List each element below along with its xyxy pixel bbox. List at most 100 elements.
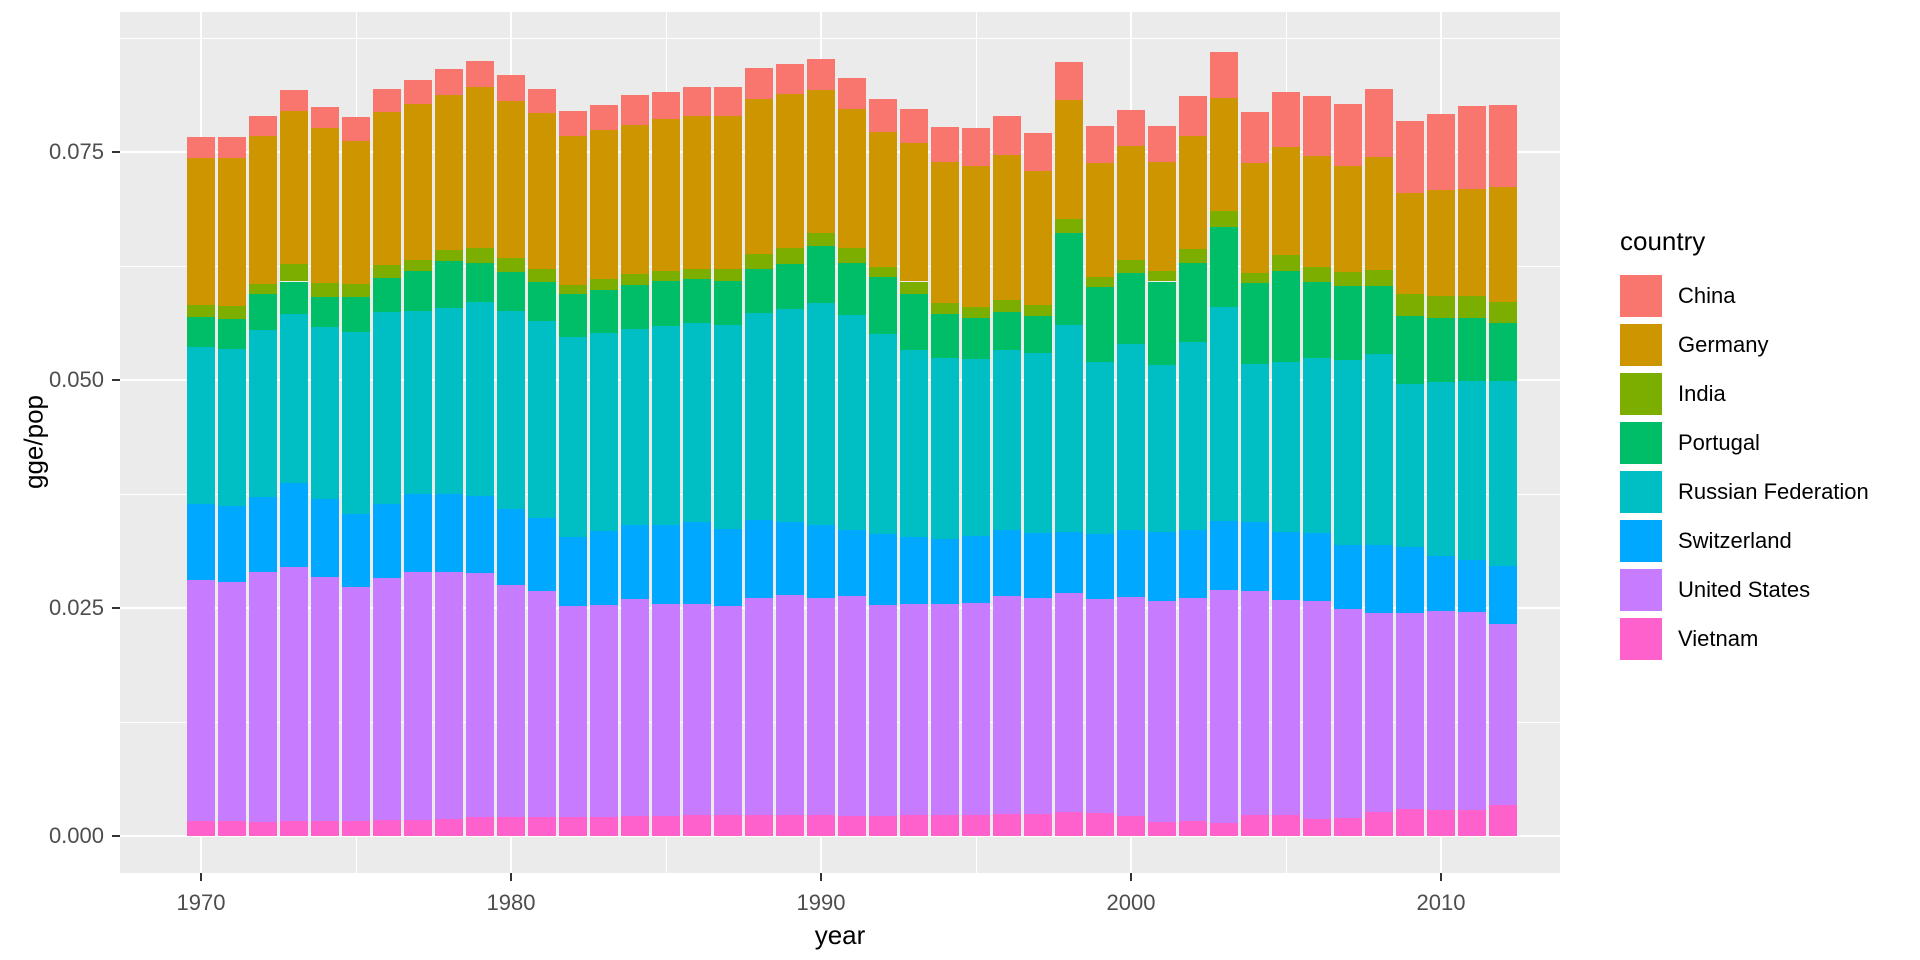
bar-segment-united-states-2000 [1117,597,1145,816]
bar-segment-united-states-1993 [900,604,928,816]
bar-segment-united-states-1980 [497,585,525,817]
bar-segment-germany-1976 [373,111,401,266]
bar-segment-russian-federation-1975 [342,331,370,515]
bar-segment-germany-1987 [714,115,742,269]
bar-segment-germany-1971 [218,158,246,307]
bar-segment-germany-2011 [1458,189,1486,297]
bar-segment-india-1992 [869,266,897,277]
bar-segment-vietnam-1977 [404,819,432,836]
bar-segment-vietnam-2002 [1179,821,1207,836]
bar-segment-germany-1985 [652,119,680,271]
bar-segment-india-1997 [1024,305,1052,317]
bar-segment-vietnam-2010 [1427,809,1455,836]
bar-segment-india-1971 [218,306,246,319]
bar-segment-china-1981 [528,89,556,113]
gridline-major-y [120,835,1560,837]
bar-segment-germany-1989 [776,93,804,248]
bar-segment-vietnam-1990 [807,815,835,836]
bar-segment-vietnam-2009 [1396,808,1424,836]
legend-item: Russian Federation [1620,467,1869,516]
legend-label: China [1678,282,1736,308]
bar-segment-china-1997 [1024,132,1052,172]
bar-segment-germany-1992 [869,131,897,267]
bar-segment-china-1994 [931,127,959,163]
legend-key-united-states [1620,568,1662,611]
bar-segment-united-states-1982 [559,606,587,817]
bar-segment-india-1973 [280,264,308,282]
bar-segment-switzerland-1973 [280,483,308,567]
bar-segment-germany-1991 [838,109,866,248]
bar-segment-germany-1997 [1024,171,1052,306]
bar-segment-vietnam-1996 [993,814,1021,836]
bar-segment-united-states-2009 [1396,612,1424,809]
bar-segment-germany-1993 [900,142,928,282]
legend-key-portugal [1620,421,1662,464]
bar-segment-china-2008 [1365,89,1393,157]
bar-segment-united-states-1971 [218,582,246,822]
x-tick-mark [510,873,512,881]
bar-segment-india-1984 [621,274,649,286]
bar-segment-switzerland-1996 [993,529,1021,597]
bar-segment-india-1989 [776,247,804,265]
bar-segment-india-2005 [1272,255,1300,272]
bar-segment-russian-federation-2011 [1458,380,1486,560]
bar-segment-russian-federation-1972 [249,329,277,497]
bar-segment-india-1985 [652,270,680,281]
bar-segment-china-1976 [373,89,401,112]
bar-segment-united-states-2010 [1427,610,1455,810]
bar-segment-china-1977 [404,79,432,104]
bar-segment-russian-federation-2007 [1334,359,1362,546]
bar-segment-switzerland-1984 [621,525,649,599]
bar-segment-vietnam-2008 [1365,812,1393,836]
bar-segment-china-1984 [621,95,649,125]
legend-item: United States [1620,565,1869,614]
bar-segment-united-states-1979 [466,573,494,817]
bar-segment-portugal-2005 [1272,271,1300,362]
bar-segment-united-states-1989 [776,595,804,815]
bar-segment-russian-federation-1981 [528,320,556,518]
bar-segment-united-states-2011 [1458,611,1486,810]
bar-segment-germany-2010 [1427,190,1455,297]
bar-segment-united-states-1977 [404,571,432,820]
bar-segment-vietnam-1984 [621,815,649,836]
bar-segment-united-states-1970 [187,579,215,822]
bar-segment-switzerland-2011 [1458,559,1486,612]
bar-segment-india-1980 [497,257,525,273]
bar-segment-portugal-1975 [342,297,370,332]
bar-segment-portugal-1981 [528,281,556,321]
bar-segment-vietnam-2007 [1334,817,1362,836]
bar-segment-china-1985 [652,91,680,120]
bar-segment-germany-2008 [1365,156,1393,270]
bar-segment-vietnam-1992 [869,815,897,836]
bar-segment-vietnam-1986 [683,815,711,836]
bar-segment-switzerland-1977 [404,494,432,572]
bar-segment-china-1996 [993,116,1021,155]
bar-segment-united-states-2004 [1241,590,1269,816]
bar-segment-china-1978 [435,69,463,95]
bar-segment-china-2009 [1396,120,1424,194]
bar-segment-china-1972 [249,115,277,137]
bar-segment-portugal-2012 [1489,323,1517,381]
legend-key-switzerland [1620,519,1662,562]
bar-segment-vietnam-1983 [590,816,618,836]
bar-segment-switzerland-1972 [249,496,277,572]
bar-segment-switzerland-2003 [1210,521,1238,590]
bar-segment-russian-federation-1986 [683,323,711,523]
bar-segment-portugal-1999 [1086,286,1114,362]
bar-segment-portugal-1970 [187,317,215,348]
bar-segment-vietnam-1979 [466,816,494,836]
y-tick-label: 0.075 [48,139,104,164]
bar-segment-portugal-2007 [1334,286,1362,360]
bar-segment-russian-federation-1999 [1086,361,1114,535]
bar-segment-russian-federation-2003 [1210,307,1238,522]
bar-segment-germany-2007 [1334,165,1362,273]
legend-label: United States [1678,576,1811,602]
bar-segment-russian-federation-1995 [962,359,990,536]
bar-segment-russian-federation-1983 [590,333,618,532]
bar-segment-india-1986 [683,268,711,279]
bar-segment-india-1979 [466,247,494,264]
bar-segment-portugal-1979 [466,263,494,302]
bar-segment-vietnam-1974 [311,821,339,836]
bar-segment-china-2005 [1272,91,1300,147]
